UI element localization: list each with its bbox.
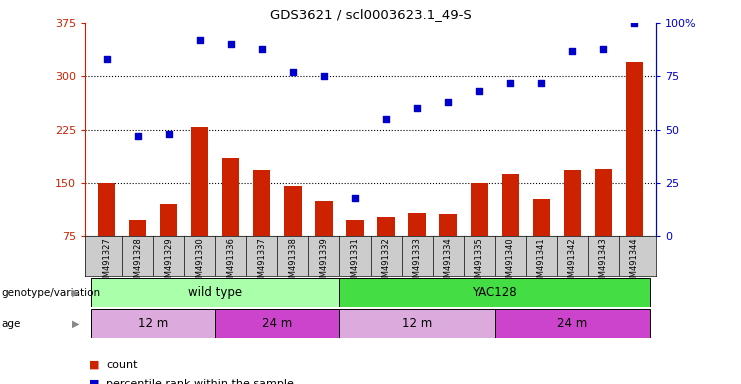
Point	[132, 133, 144, 139]
Text: GSM491337: GSM491337	[257, 237, 267, 288]
Bar	[502, 174, 519, 236]
Point	[504, 79, 516, 86]
Bar	[285, 187, 302, 236]
Point	[318, 73, 330, 79]
Point	[287, 69, 299, 75]
Bar	[91, 309, 216, 338]
Text: GSM491344: GSM491344	[630, 237, 639, 288]
Bar	[625, 62, 642, 236]
Text: GSM491341: GSM491341	[536, 237, 545, 288]
Bar	[533, 199, 550, 236]
Bar	[191, 127, 208, 236]
Point	[256, 46, 268, 52]
Text: GDS3621 / scl0003623.1_49-S: GDS3621 / scl0003623.1_49-S	[270, 8, 471, 21]
Text: GSM491330: GSM491330	[196, 237, 205, 288]
Text: GSM491331: GSM491331	[350, 237, 359, 288]
Bar	[222, 158, 239, 236]
Text: GSM491338: GSM491338	[288, 237, 297, 288]
Text: 24 m: 24 m	[557, 317, 587, 330]
Bar	[471, 183, 488, 236]
Text: GSM491327: GSM491327	[102, 237, 111, 288]
Point	[349, 195, 361, 201]
Point	[380, 116, 392, 122]
Text: GSM491335: GSM491335	[474, 237, 484, 288]
Point	[473, 88, 485, 94]
Text: ▶: ▶	[72, 288, 79, 298]
Point	[194, 37, 206, 43]
Bar	[216, 309, 339, 338]
Point	[597, 46, 609, 52]
Text: ■: ■	[89, 379, 99, 384]
Text: GSM491328: GSM491328	[133, 237, 142, 288]
Text: GSM491336: GSM491336	[227, 237, 236, 288]
Text: GSM491333: GSM491333	[413, 237, 422, 288]
Text: GSM491334: GSM491334	[444, 237, 453, 288]
Text: percentile rank within the sample: percentile rank within the sample	[106, 379, 294, 384]
Bar	[439, 214, 456, 236]
Text: 12 m: 12 m	[139, 317, 168, 330]
Bar	[316, 200, 333, 236]
Point	[225, 41, 237, 47]
Bar	[594, 169, 611, 236]
Text: genotype/variation: genotype/variation	[1, 288, 101, 298]
Text: GSM491329: GSM491329	[165, 237, 173, 288]
Point	[411, 105, 423, 111]
Point	[628, 20, 640, 26]
Text: ■: ■	[89, 360, 99, 370]
Bar	[130, 220, 147, 236]
Bar	[339, 309, 494, 338]
Text: count: count	[106, 360, 138, 370]
Text: wild type: wild type	[188, 286, 242, 299]
Bar	[347, 220, 364, 236]
Bar	[494, 309, 650, 338]
Point	[535, 79, 547, 86]
Text: 12 m: 12 m	[402, 317, 432, 330]
Text: GSM491339: GSM491339	[319, 237, 328, 288]
Text: GSM491343: GSM491343	[599, 237, 608, 288]
Bar	[160, 204, 177, 236]
Text: GSM491342: GSM491342	[568, 237, 576, 288]
Point	[101, 56, 113, 62]
Text: 24 m: 24 m	[262, 317, 293, 330]
Text: GSM491340: GSM491340	[505, 237, 514, 288]
Bar	[377, 217, 394, 236]
Bar	[408, 213, 425, 236]
Bar	[253, 170, 270, 236]
Text: GSM491332: GSM491332	[382, 237, 391, 288]
Bar	[339, 278, 650, 307]
Bar	[564, 170, 581, 236]
Point	[566, 48, 578, 54]
Bar	[99, 183, 116, 236]
Bar	[91, 278, 339, 307]
Point	[442, 99, 454, 105]
Text: ▶: ▶	[72, 318, 79, 329]
Text: YAC128: YAC128	[472, 286, 517, 299]
Point	[163, 131, 175, 137]
Text: age: age	[1, 318, 21, 329]
